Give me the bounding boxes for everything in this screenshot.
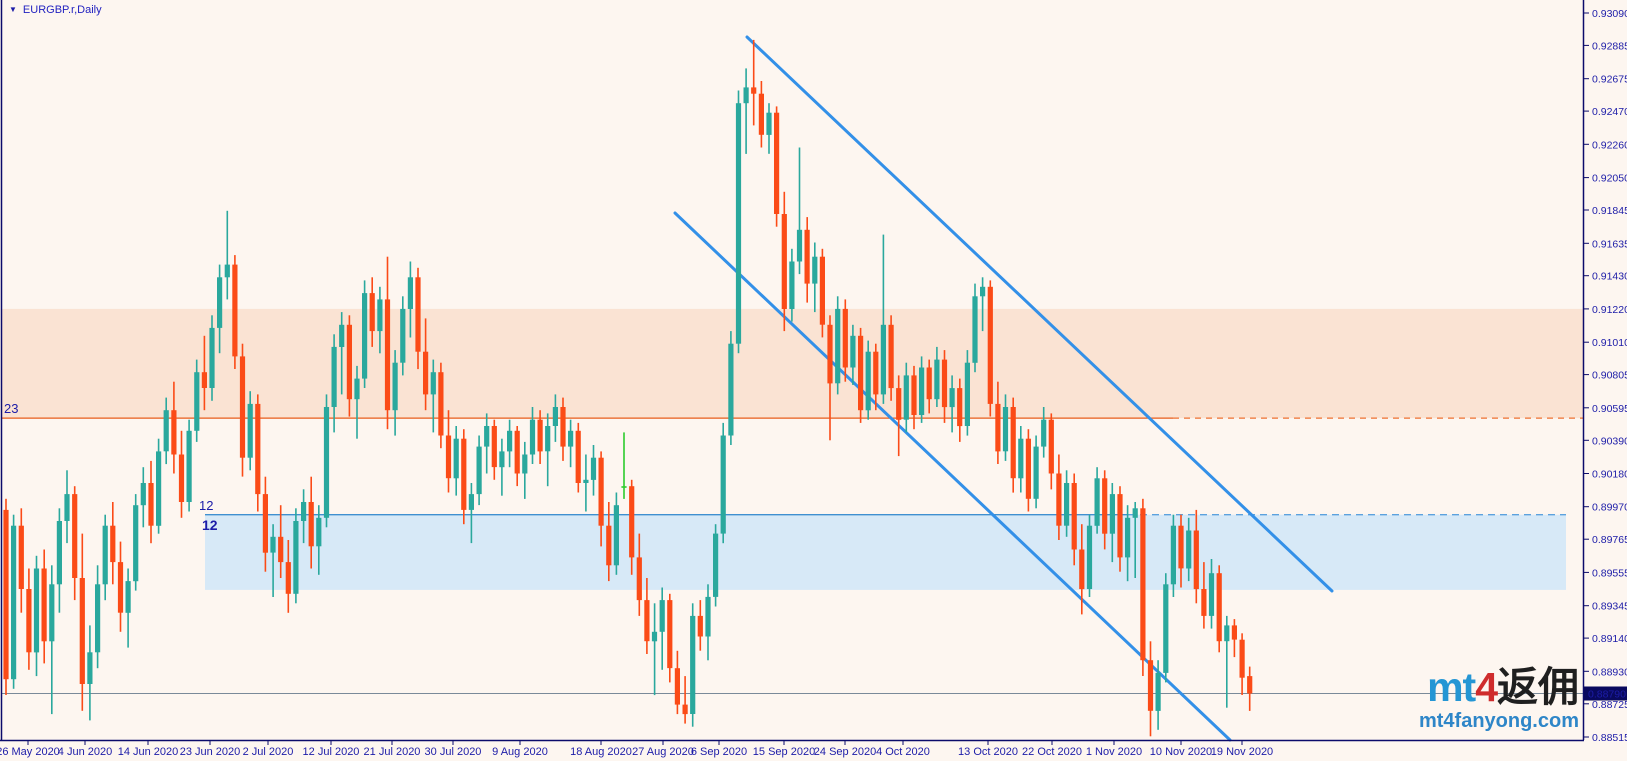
time-tick-label: 15 Sep 2020 [753,746,815,758]
level-label: 12 [199,498,213,513]
current-price-badge: 0.88790 [1584,686,1627,701]
logo-cn: 返佣 [1497,664,1579,710]
watermark-logo: mt4返佣 mt4fanyong.com [1418,667,1579,732]
candles [3,39,1253,737]
time-tick-label: 1 Nov 2020 [1086,746,1142,758]
level-label: 23 [4,401,18,416]
price-tick-label: 0.91430 [1592,271,1627,283]
price-tick-label: 0.90180 [1592,469,1627,481]
price-tick-label: 0.89765 [1592,534,1627,546]
time-tick-label: 13 Oct 2020 [958,746,1018,758]
logo-mt: mt [1427,664,1476,710]
price-tick-label: 0.92470 [1592,106,1627,118]
time-tick-label: 18 Aug 2020 [570,746,632,758]
time-tick-label: 30 Jul 2020 [425,746,482,758]
time-tick-label: 19 Nov 2020 [1211,746,1273,758]
price-tick-label: 0.90390 [1592,435,1627,447]
price-tick-label: 0.88930 [1592,666,1627,678]
trendline-channel-upper[interactable] [745,35,1334,593]
price-tick-label: 0.89140 [1592,633,1627,645]
price-tick-label: 0.93090 [1592,8,1627,20]
time-tick-label: 22 Oct 2020 [1022,746,1082,758]
price-tick-label: 0.92260 [1592,139,1627,151]
time-tick-label: 6 Sep 2020 [691,746,747,758]
time-tick-label: 27 Aug 2020 [632,746,694,758]
time-tick-label: 23 Jun 2020 [180,746,241,758]
time-tick-label: 4 Oct 2020 [876,746,930,758]
time-tick-label: 10 Nov 2020 [1150,746,1212,758]
time-tick-label: 9 Aug 2020 [492,746,548,758]
logo-site-url: mt4fanyong.com [1418,710,1579,732]
symbol-dropdown-icon[interactable]: ▼ [9,5,17,14]
logo-text: mt4返佣 [1419,667,1579,708]
zone-resistance[interactable] [2,308,1583,419]
price-tick-label: 0.90595 [1592,403,1627,415]
trendline-channel-lower[interactable] [673,211,1232,742]
price-tick-label: 0.91635 [1592,238,1627,250]
price-tick-label: 0.92885 [1592,40,1627,52]
price-tick-label: 0.92050 [1592,173,1627,185]
price-tick-label: 0.91010 [1592,337,1627,349]
level-label: 12 [202,517,218,533]
price-tick-label: 0.92675 [1592,74,1627,86]
zone-support[interactable] [205,514,1566,590]
price-tick-label: 0.89555 [1592,567,1627,579]
time-tick-label: 24 Sep 2020 [814,746,876,758]
svg-text:0.88790: 0.88790 [1588,689,1626,701]
price-tick-label: 0.89345 [1592,601,1627,613]
logo-4: 4 [1475,664,1498,710]
time-tick-label: 2 Jul 2020 [243,746,294,758]
symbol-title: ▼ EURGBP.r,Daily [9,4,102,16]
price-tick-label: 0.91845 [1592,205,1627,217]
time-tick-label: 21 Jul 2020 [364,746,421,758]
price-tick-label: 0.90805 [1592,370,1627,382]
price-tick-label: 0.88515 [1592,732,1627,744]
symbol-name: EURGBP.r,Daily [22,4,102,16]
price-tick-label: 0.89970 [1592,502,1627,514]
time-tick-label: 14 Jun 2020 [118,746,179,758]
time-tick-label: 12 Jul 2020 [303,746,360,758]
price-tick-label: 0.91220 [1592,304,1627,316]
price-tick-label: 0.88725 [1592,699,1627,711]
time-tick-label: 4 Jun 2020 [58,746,112,758]
time-tick-label: 26 May 2020 [0,746,60,758]
